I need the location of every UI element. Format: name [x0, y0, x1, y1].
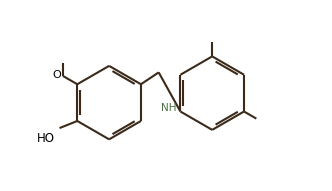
Text: HO: HO	[37, 132, 55, 145]
Text: O: O	[52, 70, 61, 80]
Text: NH: NH	[161, 103, 176, 113]
